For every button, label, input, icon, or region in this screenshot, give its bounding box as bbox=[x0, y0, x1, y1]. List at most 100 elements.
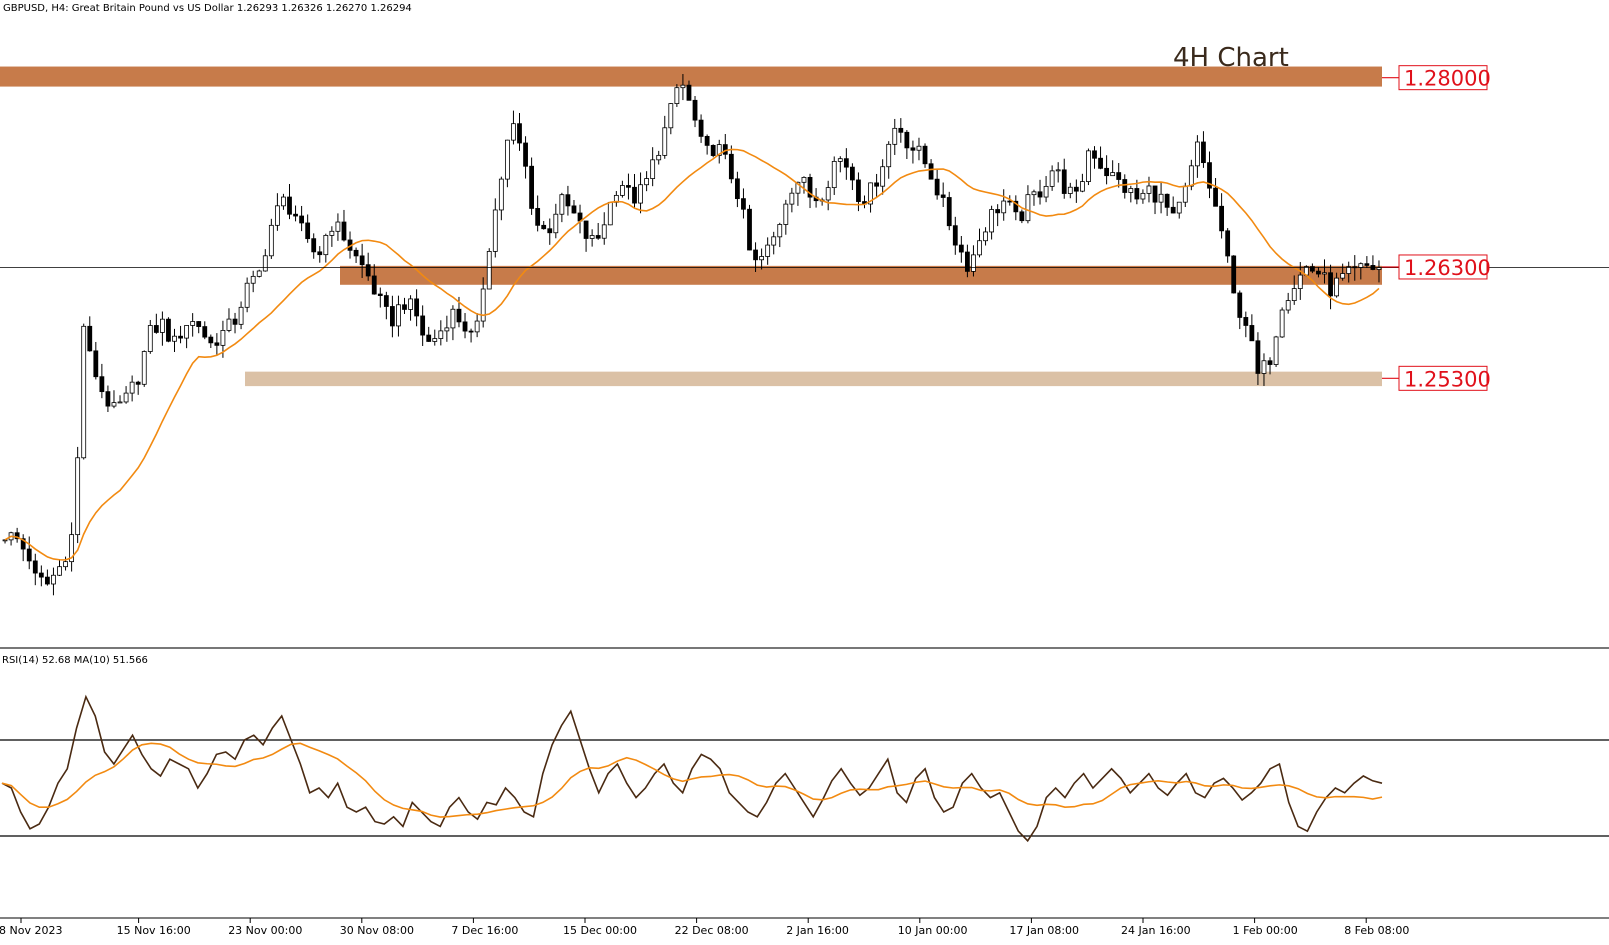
candle bbox=[1340, 273, 1346, 279]
candle bbox=[843, 158, 849, 168]
candle bbox=[1079, 181, 1085, 192]
candle bbox=[607, 201, 613, 226]
candle bbox=[541, 224, 547, 230]
candle bbox=[1261, 360, 1267, 374]
candle bbox=[153, 325, 159, 333]
candle bbox=[910, 147, 916, 151]
candle bbox=[444, 327, 450, 332]
candle bbox=[208, 336, 214, 344]
candle bbox=[1176, 201, 1182, 214]
candle bbox=[1358, 263, 1364, 268]
x-tick-label: 8 Nov 2023 bbox=[0, 924, 62, 937]
candle bbox=[51, 574, 56, 585]
candle bbox=[63, 561, 68, 568]
candle bbox=[341, 221, 347, 241]
candle bbox=[1122, 179, 1128, 193]
x-tick-label: 1 Feb 00:00 bbox=[1233, 924, 1298, 937]
candle bbox=[511, 123, 516, 141]
candle bbox=[383, 295, 389, 307]
candle bbox=[371, 275, 377, 295]
candle bbox=[904, 131, 910, 149]
candle bbox=[674, 87, 680, 104]
candle bbox=[1291, 288, 1297, 302]
candle bbox=[178, 335, 183, 339]
candle bbox=[1055, 169, 1061, 172]
candle bbox=[1104, 167, 1110, 177]
candle bbox=[281, 196, 286, 207]
candle bbox=[299, 215, 305, 224]
candle bbox=[698, 119, 704, 137]
x-tick-label: 10 Jan 00:00 bbox=[898, 924, 968, 937]
x-tick-label: 17 Jan 08:00 bbox=[1009, 924, 1079, 937]
candle bbox=[595, 235, 601, 239]
candle bbox=[710, 144, 716, 156]
candle bbox=[1019, 211, 1025, 222]
candle bbox=[38, 572, 44, 578]
candle bbox=[946, 197, 952, 227]
candle bbox=[1328, 272, 1333, 297]
candle bbox=[498, 178, 504, 211]
candle bbox=[916, 145, 922, 151]
candle bbox=[93, 350, 99, 378]
candle bbox=[1243, 317, 1249, 326]
candle bbox=[849, 166, 855, 181]
candle bbox=[1316, 270, 1321, 275]
candle bbox=[244, 282, 250, 308]
candle bbox=[765, 244, 771, 257]
candle bbox=[14, 532, 20, 540]
level-label-box bbox=[1398, 254, 1488, 280]
candle bbox=[402, 304, 407, 310]
candle bbox=[1249, 325, 1255, 342]
candle bbox=[287, 196, 292, 215]
candle bbox=[87, 325, 93, 352]
candle bbox=[305, 222, 311, 240]
candle bbox=[722, 144, 728, 155]
level-label: 1.25300 bbox=[1404, 367, 1491, 391]
candle bbox=[565, 194, 571, 207]
candle bbox=[486, 251, 492, 290]
candle bbox=[414, 298, 420, 317]
candle bbox=[190, 321, 196, 326]
candle bbox=[250, 275, 256, 284]
candle bbox=[323, 234, 329, 256]
candle bbox=[1164, 193, 1170, 208]
candle bbox=[983, 231, 988, 242]
candle bbox=[547, 228, 553, 234]
candle bbox=[492, 209, 498, 252]
candle bbox=[922, 145, 928, 165]
candle bbox=[783, 203, 789, 225]
candle bbox=[638, 184, 643, 204]
level-band-1.25300 bbox=[245, 371, 1382, 387]
candle bbox=[1225, 230, 1231, 257]
candle bbox=[262, 255, 268, 272]
candle bbox=[329, 230, 335, 236]
candle bbox=[898, 127, 904, 133]
candle bbox=[335, 221, 341, 232]
candle bbox=[747, 208, 752, 251]
level-label-box bbox=[1398, 365, 1488, 391]
candle bbox=[135, 381, 141, 385]
candle bbox=[777, 224, 783, 238]
x-tick-label: 7 Dec 16:00 bbox=[451, 924, 518, 937]
candle bbox=[438, 330, 444, 339]
candle bbox=[825, 187, 831, 201]
candle bbox=[928, 163, 934, 180]
candle bbox=[662, 127, 668, 156]
candle bbox=[619, 185, 625, 196]
candle bbox=[256, 270, 262, 277]
x-tick-label: 8 Feb 08:00 bbox=[1344, 924, 1409, 937]
candle bbox=[529, 165, 535, 209]
candle bbox=[880, 166, 886, 187]
candle bbox=[1364, 263, 1370, 266]
candle bbox=[468, 330, 474, 333]
candle bbox=[311, 238, 317, 253]
candle bbox=[172, 335, 177, 342]
candle bbox=[952, 225, 958, 246]
level-label: 1.28000 bbox=[1404, 67, 1491, 91]
candle bbox=[559, 194, 565, 215]
candle bbox=[1309, 266, 1315, 272]
candle bbox=[734, 178, 740, 200]
candle bbox=[668, 103, 674, 129]
